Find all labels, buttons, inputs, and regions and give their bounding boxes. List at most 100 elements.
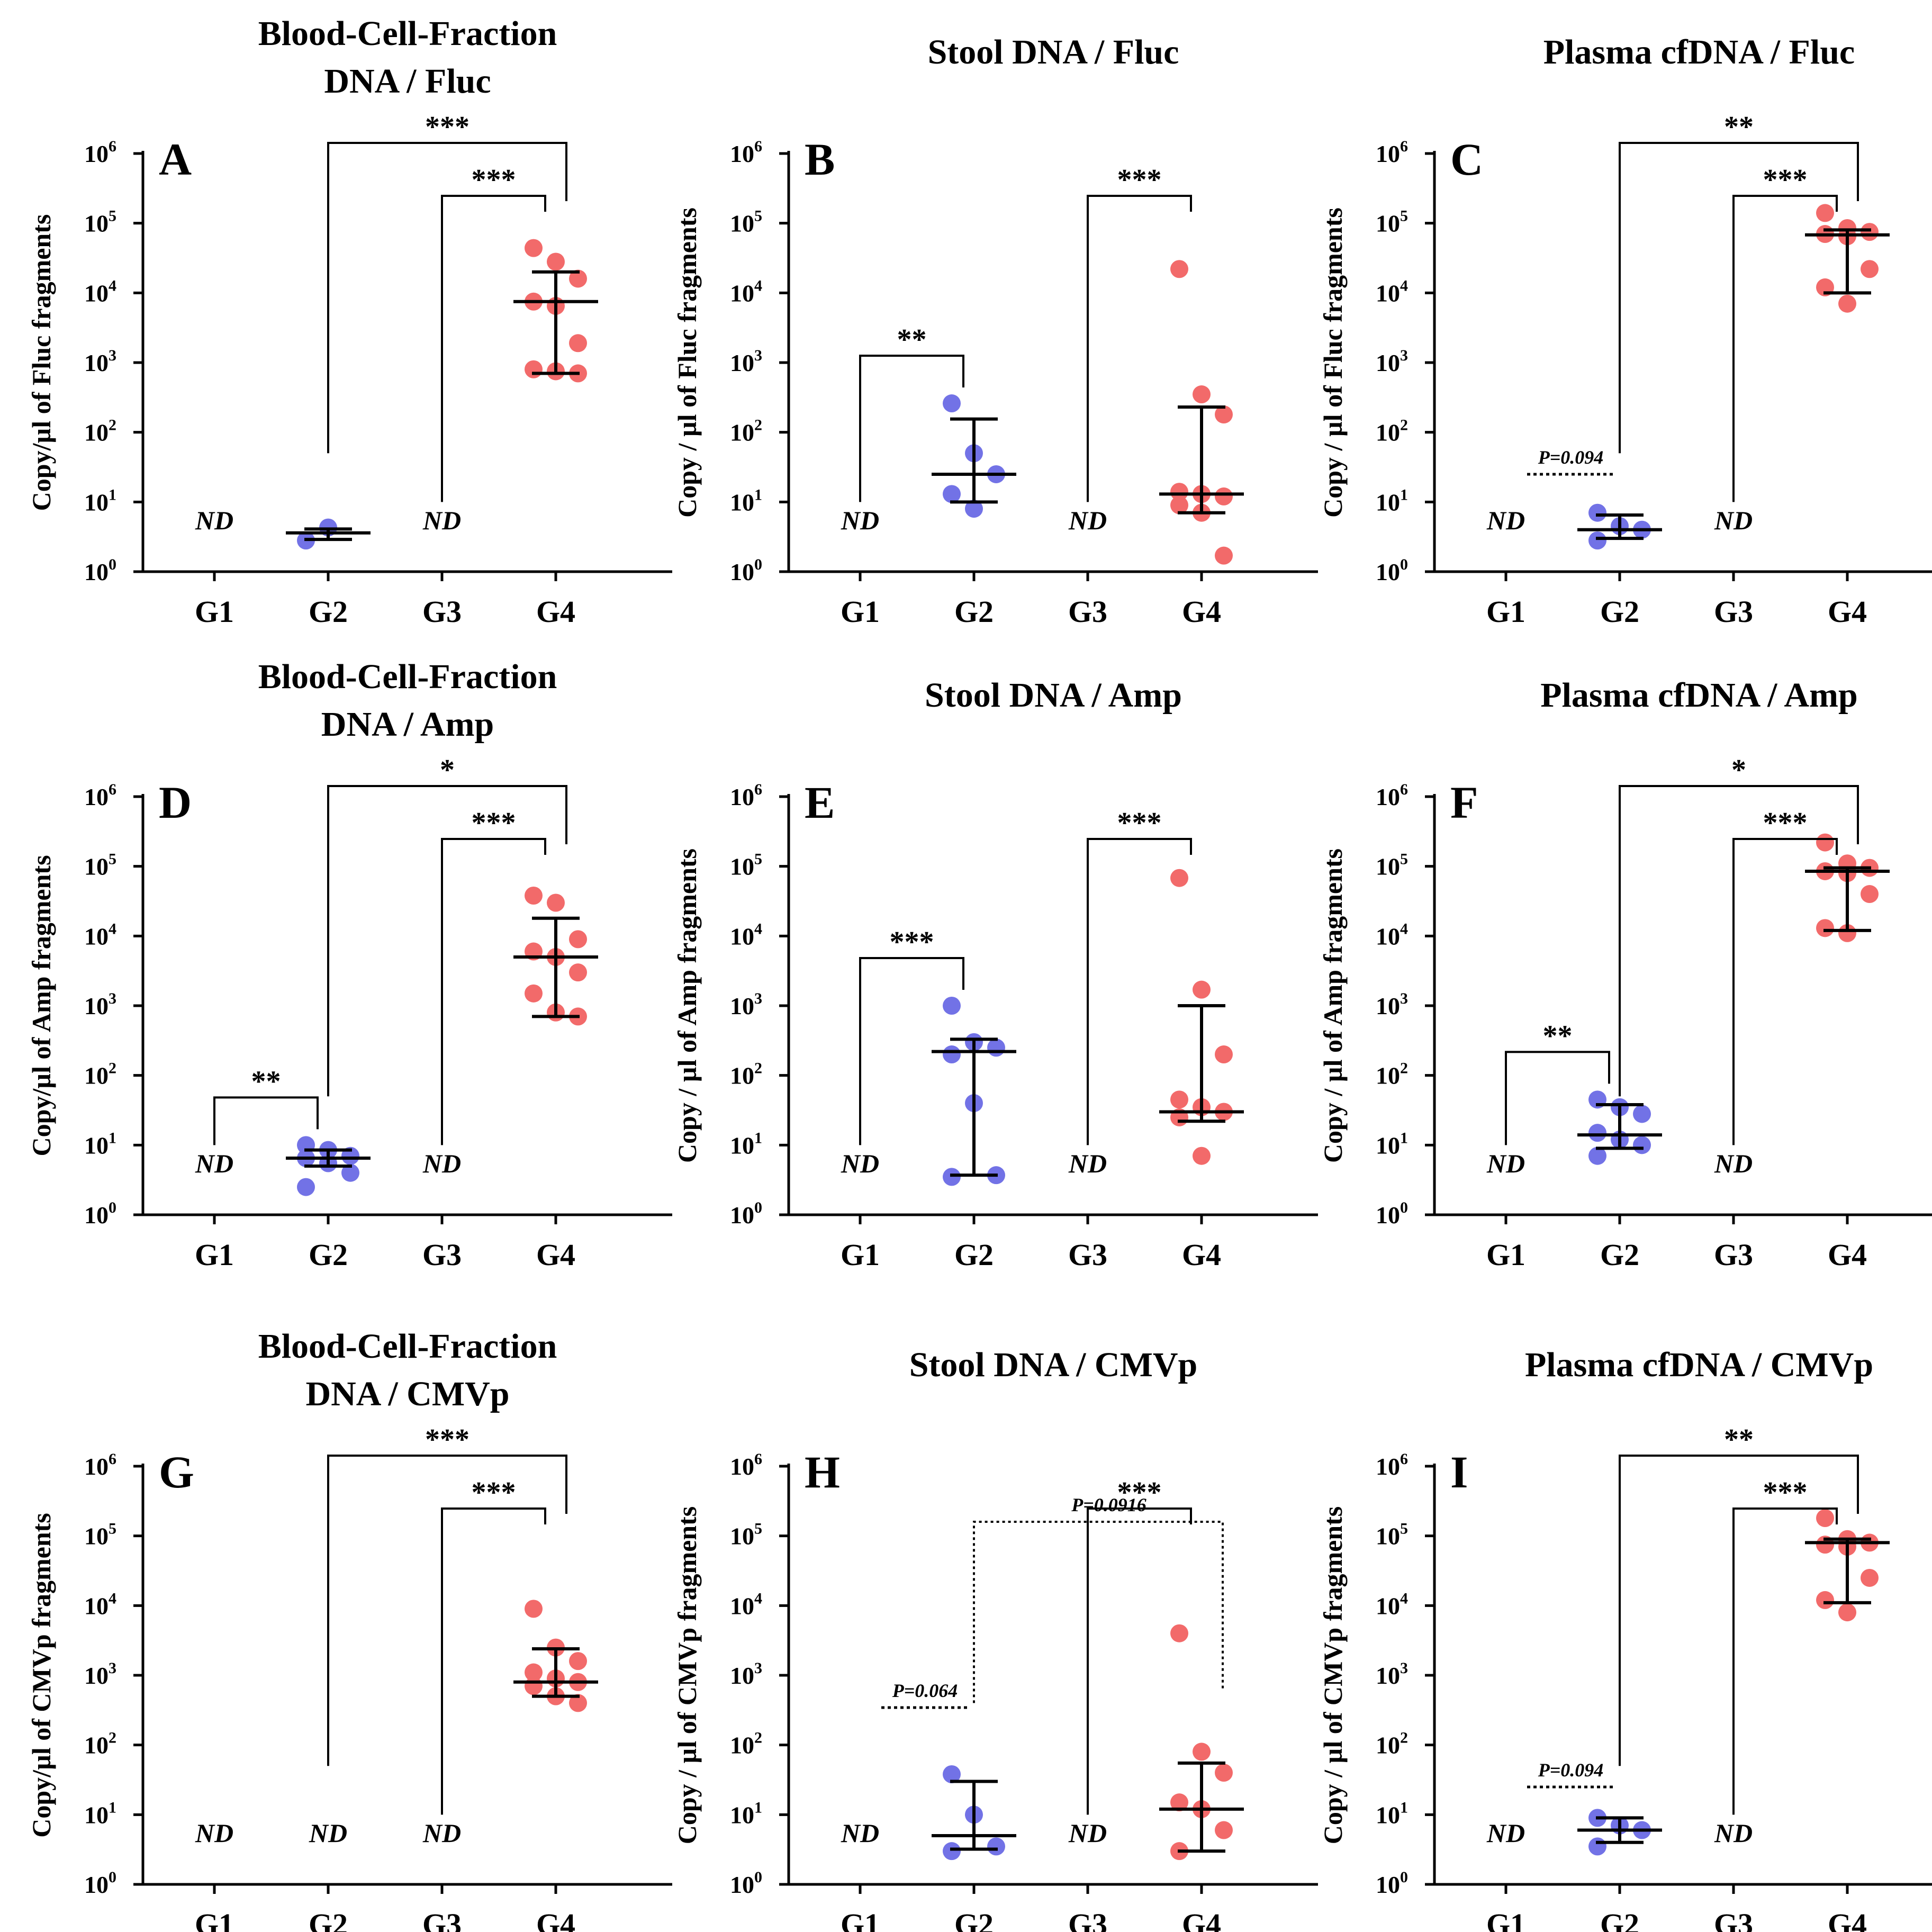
panel-e: Stool DNA / Amp E Copy / µl of Amp fragmen… xyxy=(672,676,1318,1272)
data-point xyxy=(547,893,565,912)
panel-h: Stool DNA / CMVp H Copy / µl of CMVp fragm… xyxy=(672,1346,1318,1932)
y-axis-label: Copy / µl of Amp fragments xyxy=(1318,848,1348,1163)
y-tick-exponent: 1 xyxy=(754,486,762,503)
data-point xyxy=(1215,1764,1233,1782)
x-tick-label: G4 xyxy=(536,594,575,629)
y-tick-base: 10 xyxy=(1376,1801,1400,1828)
y-tick-label: 104 xyxy=(730,277,762,306)
y-tick-label: 105 xyxy=(730,1520,762,1550)
comparison-bracket xyxy=(1087,1507,1192,1815)
significance-label: ** xyxy=(897,323,927,356)
y-tick-base: 10 xyxy=(730,1801,754,1828)
panel-letter: A xyxy=(159,134,192,185)
x-tick-label: G1 xyxy=(841,594,880,629)
y-tick-label: 102 xyxy=(1376,417,1408,446)
y-tick-label: 105 xyxy=(84,207,116,237)
y-tick-base: 10 xyxy=(730,1453,754,1480)
panel-i: Plasma cfDNA / CMVp I Copy / µl of CMVp fr… xyxy=(1318,1346,1932,1932)
y-tick-exponent: 6 xyxy=(754,1450,762,1468)
y-tick-base: 10 xyxy=(84,279,109,306)
y-tick-exponent: 5 xyxy=(754,851,762,868)
y-tick-exponent: 3 xyxy=(109,990,116,1007)
y-tick-label: 106 xyxy=(730,138,762,167)
y-tick-label: 101 xyxy=(84,486,116,516)
y-axis-label: Copy / µl of Fluc fragments xyxy=(1318,207,1348,518)
significance-label: *** xyxy=(472,807,516,839)
significance-label: *** xyxy=(425,111,470,143)
y-tick-label: 104 xyxy=(730,1590,762,1619)
y-tick-exponent: 6 xyxy=(1400,1450,1408,1468)
y-tick-label: 105 xyxy=(1376,1520,1408,1550)
data-point xyxy=(1861,260,1879,278)
comparison-bracket xyxy=(441,1507,546,1815)
y-tick-label: 103 xyxy=(730,347,762,376)
y-tick-base: 10 xyxy=(1376,210,1400,237)
y-tick-exponent: 4 xyxy=(754,920,762,937)
nd-label: ND xyxy=(195,505,233,535)
y-tick-label: 100 xyxy=(84,556,116,585)
comparison-bracket xyxy=(1087,838,1192,1145)
y-tick-base: 10 xyxy=(84,1732,109,1759)
panel-a: Blood-Cell-Fraction DNA / Fluc A Copy/µl of… xyxy=(26,14,672,629)
x-tick-label: G2 xyxy=(1600,1907,1639,1932)
significance-label: *** xyxy=(1763,164,1808,196)
y-tick-base: 10 xyxy=(1376,1523,1400,1550)
panel-b: Stool DNA / Fluc B Copy / µl of Fluc fragm… xyxy=(672,33,1318,629)
y-tick-base: 10 xyxy=(84,419,109,446)
panel-title-line: DNA / Amp xyxy=(321,705,494,744)
y-tick-label: 101 xyxy=(730,486,762,516)
y-tick-exponent: 5 xyxy=(754,1520,762,1538)
data-point xyxy=(1215,405,1233,424)
data-point xyxy=(525,984,543,1003)
nd-label: ND xyxy=(309,1818,347,1848)
panel-d: Blood-Cell-Fraction DNA / Amp D Copy/µl of … xyxy=(26,657,672,1272)
comparison-bracket xyxy=(1619,1455,1859,1766)
significance-label: *** xyxy=(890,926,934,959)
data-point xyxy=(569,930,587,949)
y-axis-label: Copy/µl of Fluc fragments xyxy=(26,214,56,511)
p-value-label: P=0.094 xyxy=(1538,447,1604,468)
y-tick-base: 10 xyxy=(84,140,109,167)
x-tick-label: G4 xyxy=(536,1238,575,1272)
y-tick-base: 10 xyxy=(730,783,754,810)
x-tick-label: G2 xyxy=(954,594,994,629)
y-tick-exponent: 0 xyxy=(754,1868,762,1886)
data-point xyxy=(943,1842,961,1861)
x-tick-label: G1 xyxy=(195,1238,234,1272)
comparison-bracket xyxy=(327,142,567,454)
y-tick-exponent: 5 xyxy=(754,207,762,225)
x-tick-label: G1 xyxy=(1486,1907,1525,1932)
data-point xyxy=(1588,531,1606,550)
x-tick-label: G2 xyxy=(1600,1238,1639,1272)
y-tick-base: 10 xyxy=(1376,1871,1400,1898)
panel-letter: D xyxy=(159,777,192,828)
data-point xyxy=(1816,1591,1834,1609)
y-tick-label: 106 xyxy=(84,138,116,167)
panel-letter: H xyxy=(805,1447,840,1497)
y-tick-exponent: 0 xyxy=(109,556,116,573)
dotted-comparison-bracket xyxy=(973,1521,1224,1703)
y-axis-label: Copy/µl of CMVp fragments xyxy=(26,1513,56,1837)
y-tick-base: 10 xyxy=(730,419,754,446)
significance-label: ** xyxy=(1724,1423,1754,1456)
data-point xyxy=(1588,503,1606,522)
y-tick-base: 10 xyxy=(1376,419,1400,446)
y-axis-label: Copy / µl of CMVp fragments xyxy=(1318,1506,1348,1844)
y-tick-base: 10 xyxy=(84,349,109,376)
data-point xyxy=(547,252,565,271)
y-tick-base: 10 xyxy=(730,1732,754,1759)
y-tick-label: 100 xyxy=(1376,1199,1408,1229)
data-point xyxy=(987,1039,1005,1057)
y-tick-exponent: 2 xyxy=(109,1060,116,1077)
comparison-bracket xyxy=(1732,838,1838,1145)
significance-label: *** xyxy=(1117,1476,1162,1509)
y-tick-base: 10 xyxy=(1376,349,1400,376)
x-tick-label: G3 xyxy=(422,594,462,629)
y-tick-label: 103 xyxy=(1376,990,1408,1019)
nd-label: ND xyxy=(841,505,879,535)
y-tick-label: 100 xyxy=(1376,1868,1408,1898)
x-tick-label: G2 xyxy=(1600,594,1639,629)
y-tick-base: 10 xyxy=(730,853,754,880)
comparison-bracket xyxy=(327,785,567,1097)
y-tick-exponent: 1 xyxy=(1400,486,1408,503)
